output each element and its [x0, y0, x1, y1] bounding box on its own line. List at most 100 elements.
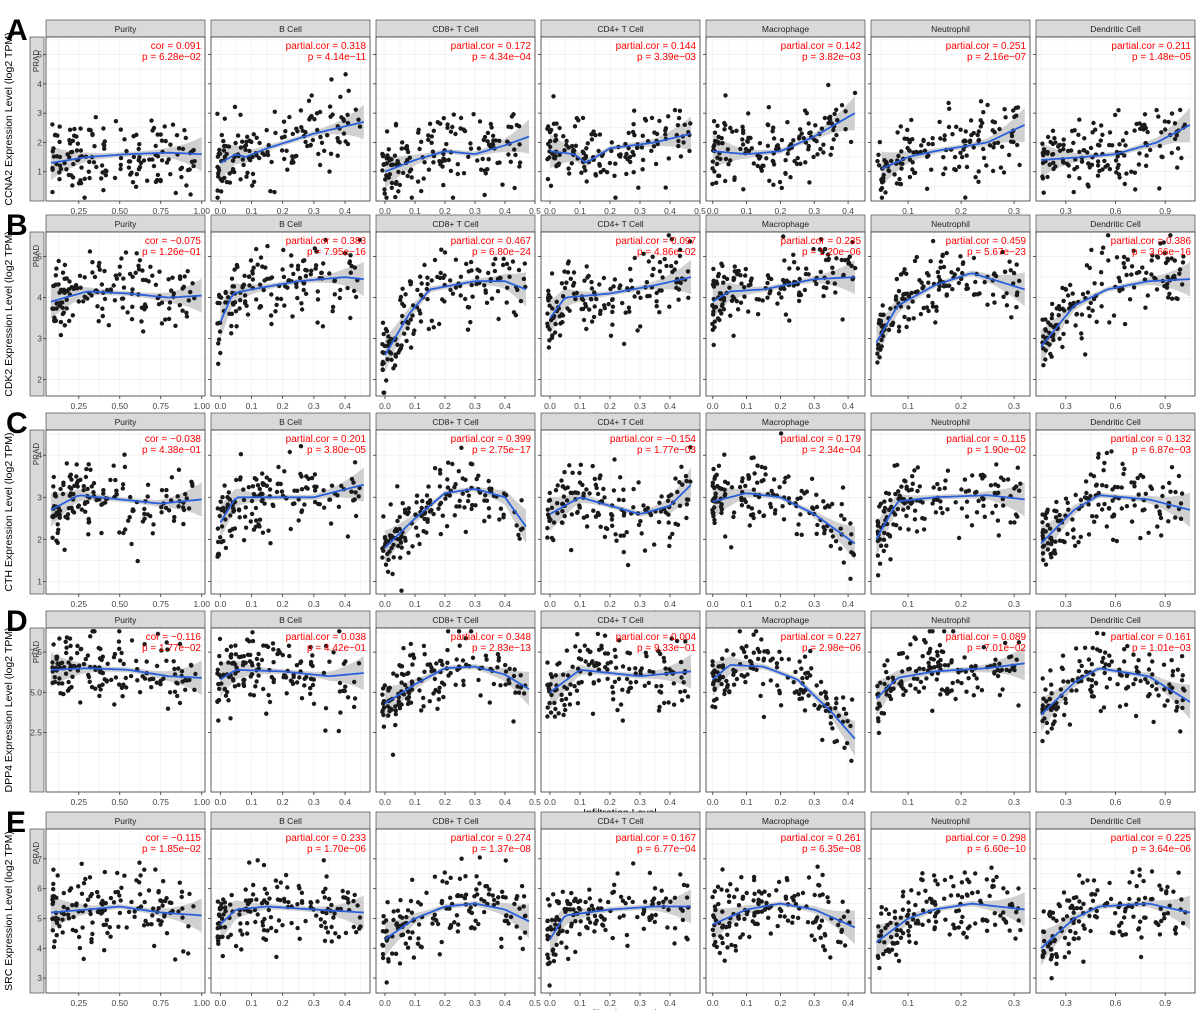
data-point: [982, 514, 987, 519]
data-point: [638, 324, 643, 329]
data-point: [303, 139, 308, 145]
x-tick-label: 0.4: [664, 401, 676, 411]
data-point: [631, 505, 636, 510]
data-point: [654, 684, 659, 689]
data-point: [663, 132, 668, 137]
data-point: [227, 311, 232, 316]
data-point: [229, 661, 235, 666]
data-point: [615, 707, 620, 713]
data-point: [579, 170, 584, 175]
data-point: [384, 329, 390, 334]
x-tick-label: 0.2: [775, 401, 787, 411]
data-point: [1157, 509, 1162, 514]
data-point: [401, 646, 406, 651]
data-point: [715, 155, 720, 160]
data-point: [822, 531, 827, 536]
data-point: [129, 638, 135, 643]
data-point: [921, 527, 927, 532]
data-point: [312, 499, 318, 505]
data-point: [571, 148, 577, 153]
data-point: [575, 701, 581, 706]
data-point: [843, 127, 848, 132]
data-point: [415, 533, 420, 538]
data-point: [879, 312, 885, 318]
data-point: [127, 271, 133, 277]
data-point: [783, 475, 788, 481]
data-point: [802, 287, 808, 293]
data-point: [142, 516, 147, 521]
data-point: [302, 258, 307, 263]
data-point: [1086, 532, 1092, 537]
data-point: [406, 670, 411, 676]
data-point: [118, 155, 124, 161]
data-point: [516, 124, 522, 129]
data-point: [299, 301, 304, 306]
x-tick-label: 0.1: [246, 206, 258, 216]
data-point: [779, 185, 784, 191]
data-point: [92, 274, 98, 280]
data-point: [90, 132, 95, 138]
data-point: [234, 324, 239, 329]
data-point: [1099, 281, 1105, 287]
data-point: [327, 104, 333, 109]
data-point: [780, 504, 785, 509]
data-point: [623, 310, 628, 315]
data-point: [825, 280, 830, 285]
data-point: [1173, 515, 1178, 520]
data-point: [594, 663, 599, 668]
data-point: [1014, 305, 1019, 310]
x-tick-label: 0.75: [152, 797, 169, 807]
data-point: [496, 655, 502, 660]
data-point: [666, 700, 671, 705]
data-point: [273, 130, 278, 136]
data-point: [393, 194, 398, 200]
x-tick-label: 0.5: [529, 797, 541, 807]
data-point: [323, 237, 328, 243]
plot-area: [211, 430, 370, 594]
data-point: [1180, 282, 1185, 287]
data-point: [302, 502, 307, 507]
data-point: [547, 155, 552, 160]
data-point: [740, 124, 745, 129]
data-point: [51, 484, 56, 489]
data-point: [1065, 293, 1071, 298]
data-point: [300, 128, 305, 133]
data-point: [352, 696, 358, 701]
data-point: [309, 676, 314, 682]
data-point: [113, 477, 118, 483]
data-point: [924, 271, 930, 276]
data-point: [294, 680, 300, 685]
data-point: [1109, 449, 1114, 454]
data-point: [468, 141, 473, 146]
data-point: [216, 174, 221, 179]
data-point: [248, 258, 254, 263]
data-point: [175, 494, 180, 499]
data-point: [215, 699, 220, 704]
data-point: [222, 483, 227, 488]
data-point: [919, 143, 924, 148]
data-point: [1086, 502, 1091, 507]
data-point: [1056, 313, 1061, 318]
data-point: [751, 487, 756, 492]
data-point: [739, 498, 744, 503]
data-point: [280, 267, 285, 272]
data-point: [486, 270, 491, 276]
data-point: [124, 685, 129, 690]
stat-correlation: partial.cor = 0.386: [1111, 236, 1192, 247]
data-point: [56, 527, 61, 532]
data-point: [253, 684, 258, 689]
data-point: [1085, 290, 1091, 295]
data-point: [453, 131, 458, 137]
data-point: [719, 510, 724, 516]
data-point: [567, 171, 572, 176]
data-point: [963, 195, 968, 200]
x-tick-label: 0.3: [634, 206, 646, 216]
stat-p-value: p = 3.80e−05: [307, 445, 366, 456]
data-point: [852, 90, 858, 96]
data-point: [562, 285, 568, 291]
data-point: [618, 283, 623, 288]
